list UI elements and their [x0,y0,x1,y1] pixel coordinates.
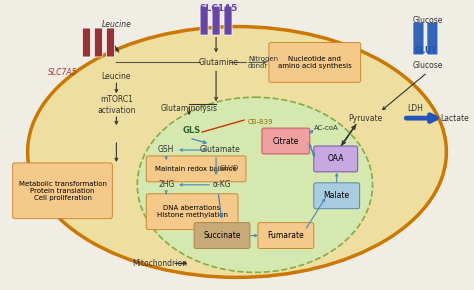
Text: α-KG: α-KG [213,180,231,189]
Text: Leucine: Leucine [101,20,131,29]
Text: Glucose: Glucose [412,61,443,70]
Text: LDH: LDH [408,104,423,113]
Text: GLUD: GLUD [219,165,238,171]
Text: Glutamate: Glutamate [200,146,240,155]
FancyBboxPatch shape [146,194,238,230]
Text: CB-839: CB-839 [248,119,273,125]
Text: Glucose: Glucose [412,16,443,25]
Text: Lactate: Lactate [440,114,469,123]
FancyBboxPatch shape [427,22,438,55]
Text: Citrate: Citrate [273,137,299,146]
FancyBboxPatch shape [224,6,232,35]
Ellipse shape [137,97,373,272]
Text: DNA aberrations
Histone methylation: DNA aberrations Histone methylation [156,205,228,218]
Text: Fumarate: Fumarate [267,231,304,240]
FancyBboxPatch shape [106,28,114,57]
FancyBboxPatch shape [258,223,314,249]
FancyBboxPatch shape [314,146,358,172]
Text: Nucleotide and
amino acid synthesis: Nucleotide and amino acid synthesis [278,56,352,69]
FancyBboxPatch shape [146,156,246,182]
FancyBboxPatch shape [262,128,310,154]
Text: GLUT: GLUT [414,46,437,55]
FancyBboxPatch shape [194,223,250,249]
Ellipse shape [27,27,447,277]
FancyBboxPatch shape [212,6,220,35]
Text: SLC7A5: SLC7A5 [48,68,77,77]
Text: Malate: Malate [324,191,350,200]
Text: SLC1A5: SLC1A5 [200,4,238,13]
FancyBboxPatch shape [269,43,361,82]
FancyBboxPatch shape [413,22,424,55]
Text: Pyruvate: Pyruvate [348,114,383,123]
Text: Glutaminolysis: Glutaminolysis [161,104,218,113]
Text: Glutamine: Glutamine [199,58,239,67]
Text: 2HG: 2HG [158,180,174,189]
FancyBboxPatch shape [314,183,360,209]
Text: OAA: OAA [328,155,344,164]
FancyBboxPatch shape [200,6,208,35]
FancyBboxPatch shape [94,28,102,57]
Text: Mitochondrion: Mitochondrion [133,259,188,268]
Text: mTORC1
activation: mTORC1 activation [97,95,136,115]
FancyBboxPatch shape [13,163,112,219]
Text: GSH: GSH [158,146,174,155]
Text: Metabolic transformation
Protein translation
Cell proliferation: Metabolic transformation Protein transla… [18,181,107,201]
Text: AC-coA: AC-coA [314,125,338,131]
Text: Maintain redox balance: Maintain redox balance [155,166,237,172]
Text: Nitrogen
donor: Nitrogen donor [248,56,278,69]
FancyBboxPatch shape [82,28,91,57]
Text: Leucine: Leucine [101,72,131,81]
Text: GLS: GLS [183,126,201,135]
Text: Succinate: Succinate [203,231,241,240]
